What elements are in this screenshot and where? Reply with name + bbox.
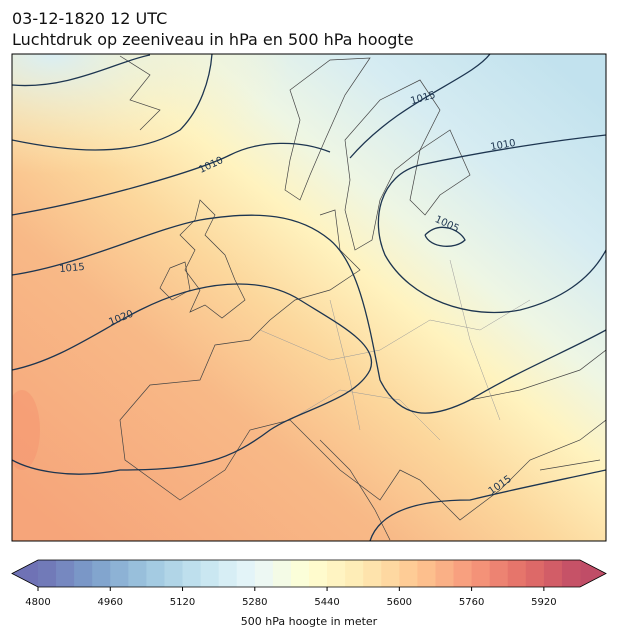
colorbar-tick-label: 5600 (387, 597, 412, 608)
colorbar-segment (543, 560, 563, 587)
colorbar-extend-low (12, 560, 38, 587)
colorbar-segment (200, 560, 220, 587)
title-line: 03-12-1820 12 UTC (12, 9, 167, 28)
colorbar-segment (56, 560, 75, 587)
colorbar-segment (363, 560, 382, 587)
coastline (159, 261, 191, 301)
coastline (119, 55, 161, 131)
colorbar-segment (417, 560, 436, 587)
colorbar-segment (309, 560, 328, 587)
coastline (344, 79, 441, 251)
colorbar-segment (561, 560, 581, 587)
map: 1015 1010 1010 1005 1015 1020 1015 (12, 54, 606, 541)
coastline (409, 129, 471, 216)
colorbar-segment (381, 560, 400, 587)
colorbar-segment (164, 560, 184, 587)
colorbar-segment (92, 560, 111, 587)
colorbar-segment (345, 560, 364, 587)
colorbar-tick-label: 5280 (242, 597, 267, 608)
colorbar-label: 500 hPa hoogte in meter (241, 615, 378, 628)
colorbar-segment (525, 560, 545, 587)
colorbar-tick-label: 5760 (459, 597, 484, 608)
colorbar-segment (489, 560, 509, 587)
isobar-label: 1010 (490, 138, 517, 153)
colorbar-segment (74, 560, 93, 587)
coastline (179, 199, 246, 319)
isobar (12, 142, 331, 216)
coastline (539, 459, 601, 471)
country-border (259, 259, 531, 441)
isobar (12, 214, 606, 414)
title-line: Luchtdruk op zeeniveau in hPa en 500 hPa… (12, 30, 414, 49)
coastline (119, 209, 606, 521)
colorbar-segment (290, 560, 310, 587)
isobar (424, 226, 466, 247)
coastline (319, 439, 391, 541)
colorbar-segment (110, 560, 129, 587)
colorbar-segment (471, 560, 491, 587)
colorbar-tick-label: 5440 (314, 597, 339, 608)
colorbar-outline (11, 559, 607, 588)
isobar (349, 54, 491, 159)
coastline (469, 349, 606, 401)
colorbar-segment (435, 560, 455, 587)
colorbar-segment (218, 560, 238, 587)
isobar (12, 54, 213, 151)
colorbar-segment (38, 560, 57, 587)
colorbar-segment (182, 560, 202, 587)
colorbar-segment (254, 560, 274, 587)
height-field-nw (12, 54, 412, 254)
colorbar: 4800 4960 5120 5280 5440 5600 5760 5920 (11, 559, 607, 608)
colorbar-segment (453, 560, 473, 587)
isobar (12, 283, 373, 475)
colorbar-segment (128, 560, 147, 587)
colorbar-tick-label: 4800 (25, 597, 50, 608)
colorbar-segment (507, 560, 527, 587)
colorbar-tick-label: 4960 (98, 597, 123, 608)
isobar-label: 1015 (59, 262, 85, 275)
isobar (12, 54, 151, 87)
isobar (369, 469, 606, 541)
colorbar-extend-high (580, 560, 606, 587)
map-frame (11, 53, 607, 542)
colorbar-segment (327, 560, 346, 587)
coastline (284, 57, 371, 201)
colorbar-segment (399, 560, 418, 587)
colorbar-segment (146, 560, 165, 587)
colorbar-tick-label: 5120 (170, 597, 195, 608)
colorbar-segment (272, 560, 292, 587)
colorbar-tick-label: 5920 (531, 597, 556, 608)
colorbar-segment (236, 560, 256, 587)
isobar (377, 134, 606, 314)
height-max (12, 390, 40, 470)
